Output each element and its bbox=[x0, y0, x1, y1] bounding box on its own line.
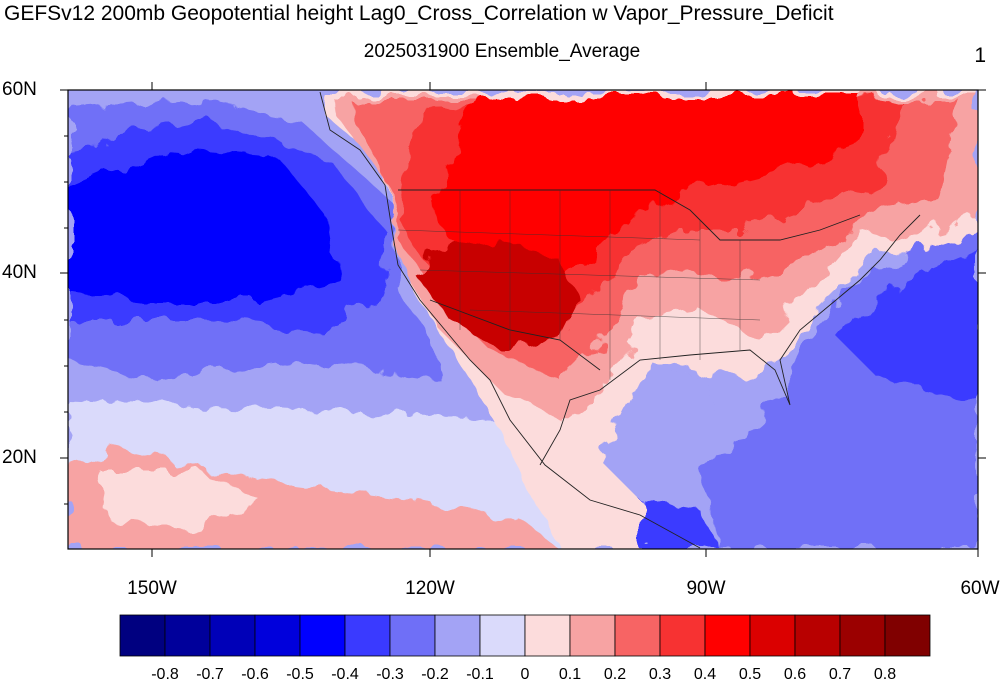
colorbar-tick-label: -0.6 bbox=[241, 666, 269, 683]
colorbar-tick-label: -0.3 bbox=[376, 666, 404, 683]
colorbar-swatch bbox=[614, 614, 661, 657]
map-subtitle: 2025031900 Ensemble_Average bbox=[363, 41, 641, 62]
colorbar-swatch bbox=[164, 614, 211, 657]
field-deep-blue-pacific bbox=[68, 150, 340, 300]
colorbar-swatch bbox=[389, 614, 436, 657]
colorbar-swatch bbox=[749, 614, 796, 657]
colorbar-tick-label: -0.1 bbox=[466, 666, 494, 683]
colorbar-tick-label: 0 bbox=[520, 666, 530, 683]
colorbar-swatch bbox=[839, 614, 886, 657]
colorbar-tick-label: -0.5 bbox=[286, 666, 314, 683]
colorbar-swatch bbox=[119, 614, 166, 657]
colorbar-swatch bbox=[524, 614, 571, 657]
lon-label-120w: 120W bbox=[405, 578, 455, 599]
field-blue-pacific-south bbox=[640, 500, 720, 549]
colorbar-tick-label: 0.3 bbox=[648, 666, 672, 683]
colorbar-tick-label: -0.8 bbox=[151, 666, 179, 683]
field-blue-atlantic bbox=[840, 250, 978, 400]
colorbar-tick-label: -0.4 bbox=[331, 666, 359, 683]
colorbar-tick-label: 0.5 bbox=[738, 666, 762, 683]
field-bright-red-land bbox=[430, 95, 860, 280]
colorbar-swatch bbox=[344, 614, 391, 657]
colorbar-swatch bbox=[659, 614, 706, 657]
map-title: GEFSv12 200mb Geopotential height Lag0_C… bbox=[4, 2, 834, 25]
correlation-field bbox=[68, 90, 978, 549]
map-ticks bbox=[60, 82, 986, 557]
colorbar-tick-label: 0.1 bbox=[558, 666, 582, 683]
lat-label-20n: 20N bbox=[2, 447, 37, 468]
colorbar-tick-label: 0.4 bbox=[693, 666, 717, 683]
field-pink-tropics-2 bbox=[100, 470, 260, 530]
lat-label-40n: 40N bbox=[2, 262, 37, 283]
colorbar-tick-label: 0.7 bbox=[828, 666, 852, 683]
colorbar-swatch bbox=[209, 614, 256, 657]
corner-label: 1 bbox=[974, 44, 986, 67]
colorbar-swatch bbox=[299, 614, 346, 657]
colorbar-tick-label: -0.2 bbox=[421, 666, 449, 683]
field-light-blue-gulf bbox=[640, 370, 720, 460]
lon-label-150w: 150W bbox=[127, 578, 177, 599]
colorbar-tick-label: -0.7 bbox=[196, 666, 224, 683]
colorbar-swatch bbox=[704, 614, 751, 657]
colorbar-tick-label: 0.2 bbox=[603, 666, 627, 683]
colorbar-tick-label: 0.6 bbox=[783, 666, 807, 683]
coastlines bbox=[319, 91, 921, 549]
lon-label-60w: 60W bbox=[960, 578, 1000, 599]
colorbar-swatch bbox=[794, 614, 841, 657]
colorbar-swatch bbox=[884, 614, 931, 657]
colorbar-swatch bbox=[434, 614, 481, 657]
lon-label-90w: 90W bbox=[686, 578, 726, 599]
colorbar-tick-label: 0.8 bbox=[873, 666, 897, 683]
colorbar-swatch bbox=[479, 614, 526, 657]
colorbar-swatch bbox=[569, 614, 616, 657]
state-borders bbox=[397, 190, 761, 380]
colorbar-swatch bbox=[254, 614, 301, 657]
lat-label-60n: 60N bbox=[2, 79, 37, 100]
